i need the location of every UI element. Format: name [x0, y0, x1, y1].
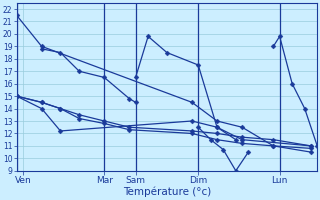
X-axis label: Température (°c): Température (°c): [123, 187, 211, 197]
